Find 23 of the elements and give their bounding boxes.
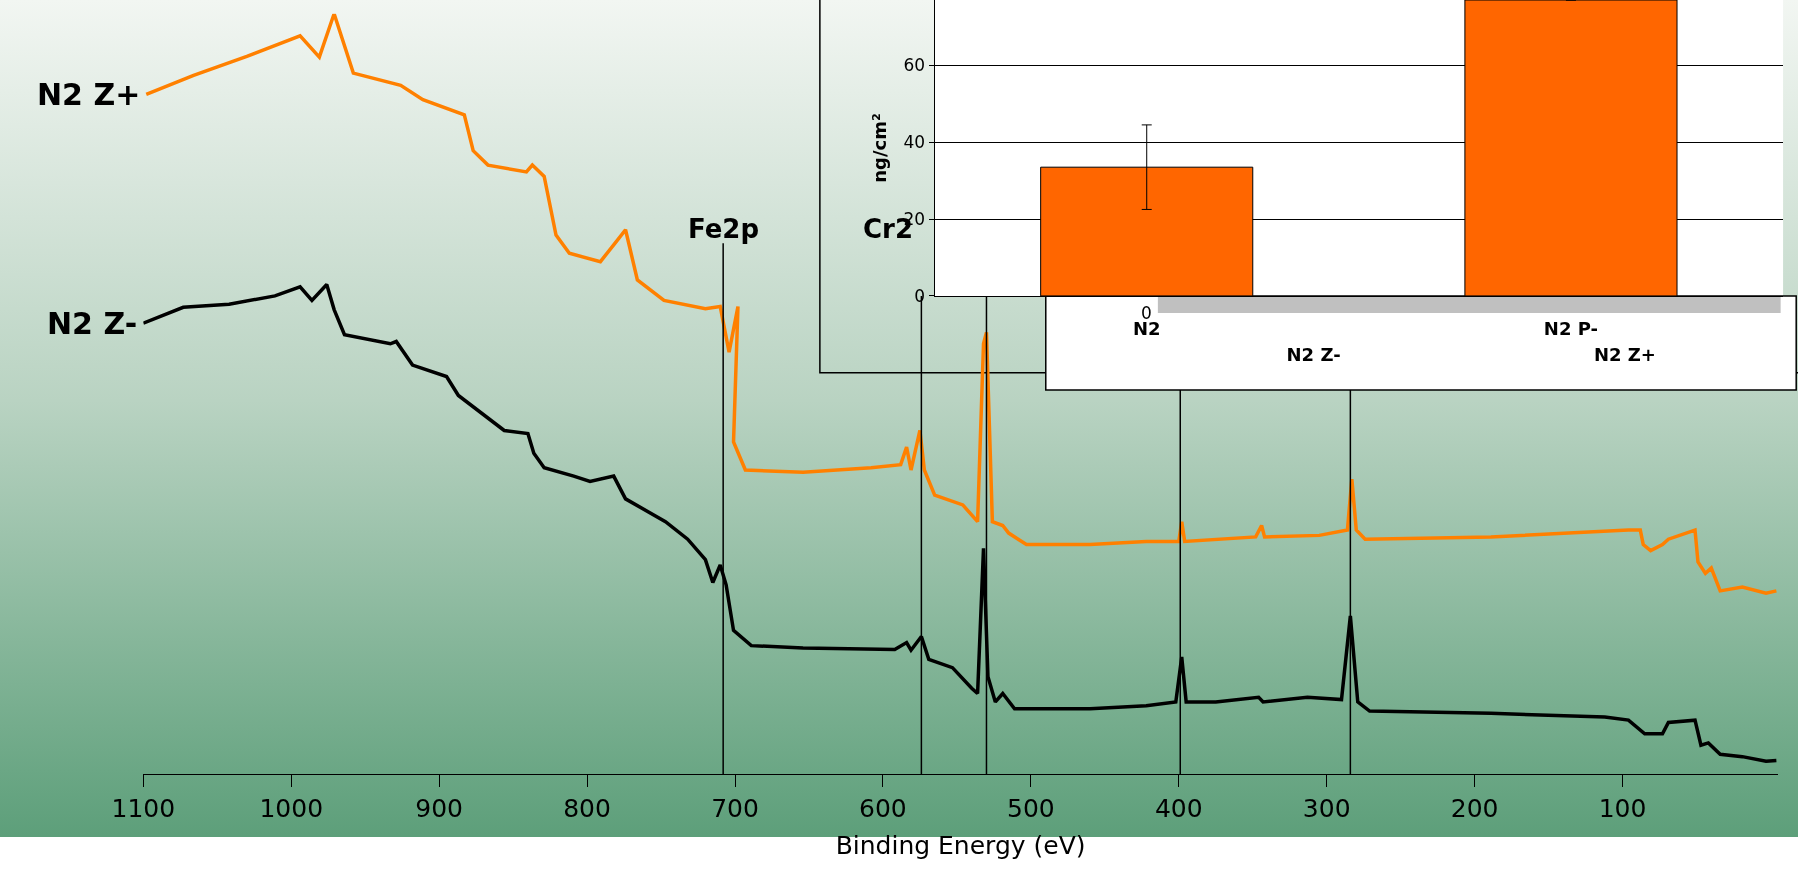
series-label: N2 Z+ [37, 77, 141, 112]
y-tick-label: 40 [903, 132, 926, 153]
annotation: 0 [1141, 303, 1152, 323]
x-tick-label: 900 [415, 794, 464, 824]
x-tick-label: 1100 [111, 794, 176, 824]
x-tick-label: 300 [1302, 794, 1351, 824]
x-tick-label: 800 [563, 794, 611, 824]
x-tick-label: 1000 [259, 794, 324, 824]
x-tick-label: 400 [1154, 794, 1203, 824]
category-label: N2 Z- [1286, 344, 1341, 366]
x-tick-label: 100 [1598, 794, 1647, 824]
x-tick-label: 500 [1006, 794, 1055, 824]
y-tick-label: 60 [903, 55, 926, 76]
x-axis-title: Binding Energy (eV) [835, 831, 1086, 861]
ref-line-label: Fe2p [688, 214, 760, 244]
category-label: N2 Z+ [1593, 344, 1656, 366]
y-tick-label: 0 [914, 285, 926, 306]
y-axis-title: ng/cm² [868, 113, 890, 183]
series-label: N2 Z- [47, 306, 138, 341]
x-tick-label: 200 [1450, 794, 1499, 824]
x-tick-label: 700 [711, 794, 759, 824]
x-tick-label: N2 P- [1543, 317, 1599, 339]
x-tick-label: 600 [859, 794, 907, 824]
